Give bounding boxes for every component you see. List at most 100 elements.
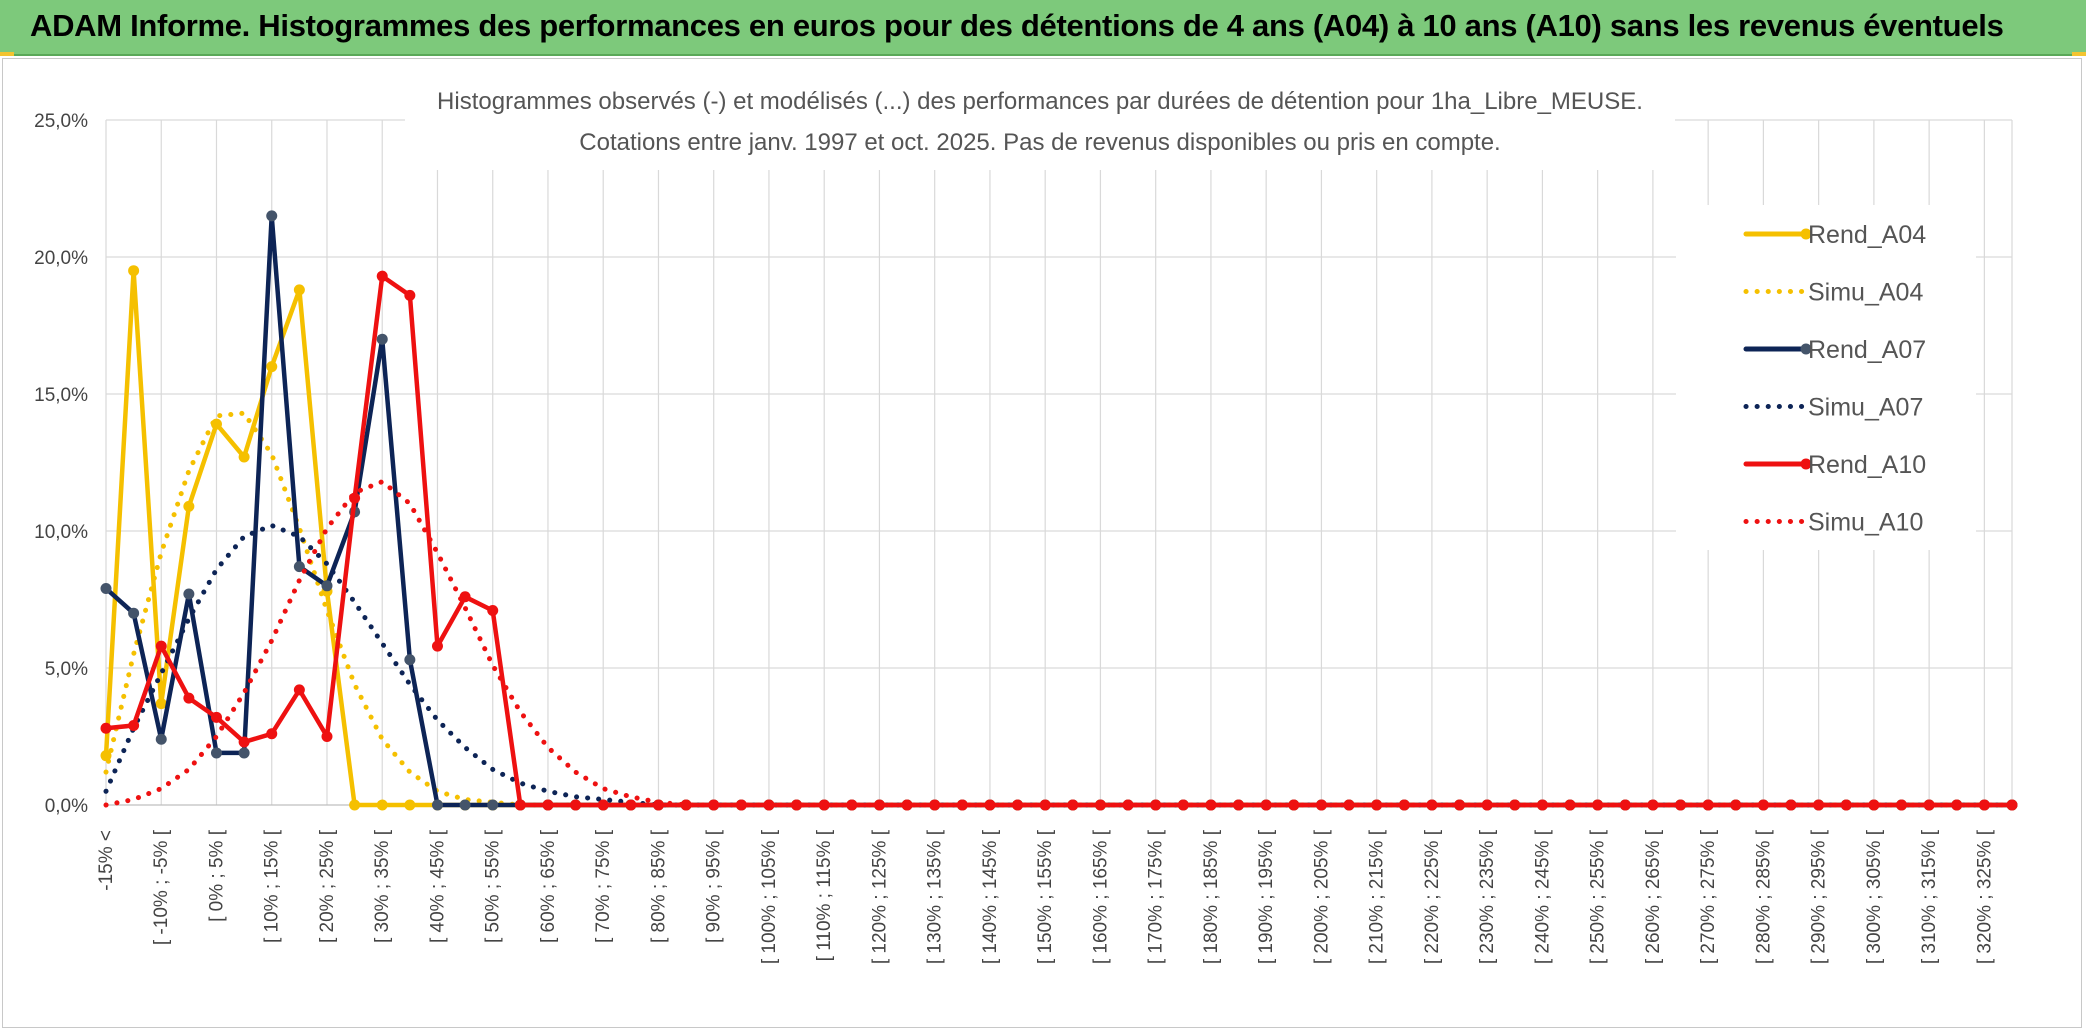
data-point-rend_a07 (321, 580, 333, 592)
data-point-rend_a10 (1205, 799, 1217, 811)
x-tick-label: [ 270% ; 275% [ (1698, 829, 1719, 964)
x-tick-label: [ 30% ; 35% [ (372, 829, 393, 943)
data-point-rend_a10 (404, 289, 416, 301)
data-point-rend_a10 (1315, 799, 1327, 811)
x-tick-label: [ 250% ; 255% [ (1588, 829, 1609, 964)
data-point-rend_a07 (431, 799, 443, 811)
legend-label-simu_a04: Simu_A04 (1808, 279, 1923, 307)
data-point-rend_a07 (487, 799, 499, 811)
data-point-rend_a10 (1067, 799, 1079, 811)
x-tick-label: [ 10% ; 15% [ (262, 829, 283, 943)
data-point-rend_a10 (1260, 799, 1272, 811)
data-point-rend_a07 (293, 561, 305, 573)
data-point-rend_a10 (210, 711, 222, 723)
x-tick-label: [ -10% ; -5% [ (151, 829, 172, 945)
chart-title: Histogrammes observés (-) et modélisés (… (437, 88, 1643, 115)
data-point-rend_a04 (376, 799, 388, 811)
data-point-rend_a10 (1012, 799, 1024, 811)
data-point-rend_a07 (183, 588, 195, 600)
title-background (405, 80, 1675, 170)
legend-label-rend_a07: Rend_A07 (1808, 336, 1926, 364)
x-tick-label: [ 260% ; 265% [ (1643, 829, 1664, 964)
data-point-rend_a04 (100, 750, 112, 762)
x-tick-label: [ 90% ; 95% [ (704, 829, 725, 943)
data-point-rend_a10 (1647, 799, 1659, 811)
data-point-rend_a10 (1923, 799, 1935, 811)
x-tick-label: [ 150% ; 155% [ (1035, 829, 1056, 964)
data-point-rend_a10 (680, 799, 692, 811)
data-point-rend_a10 (625, 799, 637, 811)
legend-marker-rend_a04 (1800, 228, 1812, 240)
x-tick-label: [ 20% ; 25% [ (317, 829, 338, 943)
y-tick-label: 10,0% (34, 522, 88, 543)
x-tick-label: [ 180% ; 185% [ (1201, 829, 1222, 964)
x-tick-label: [ 320% ; 325% [ (1974, 829, 1995, 964)
data-point-rend_a10 (2006, 799, 2018, 811)
x-tick-label: [ 100% ; 105% [ (759, 829, 780, 964)
data-point-rend_a04 (404, 799, 416, 811)
x-tick-label: [ 190% ; 195% [ (1256, 829, 1277, 964)
x-tick-label: -15% < (96, 830, 117, 891)
y-axis: 0,0% 5,0% 10,0% 15,0% 20,0% 25,0% (34, 111, 88, 817)
data-point-rend_a07 (238, 747, 250, 759)
x-tick-label: [ 280% ; 285% [ (1753, 829, 1774, 964)
legend: Rend_A04 Simu_A04 Rend_A07 Simu_A07 Rend_A10… (1743, 221, 1926, 537)
data-point-rend_a10 (542, 799, 554, 811)
x-tick-label: [ 200% ; 205% [ (1311, 829, 1332, 964)
legend-label-rend_a10: Rend_A10 (1808, 451, 1926, 479)
series-line-simu_a10 (103, 479, 2015, 808)
legend-label-simu_a07: Simu_A07 (1808, 394, 1923, 422)
x-tick-label: [ 60% ; 65% [ (538, 829, 559, 943)
x-tick-label: [ 140% ; 145% [ (980, 829, 1001, 964)
data-point-rend_a10 (1233, 799, 1245, 811)
x-tick-label: [ 130% ; 135% [ (925, 829, 946, 964)
data-point-rend_a10 (100, 722, 112, 734)
data-point-rend_a10 (1978, 799, 1990, 811)
data-point-rend_a10 (735, 799, 747, 811)
data-point-rend_a04 (183, 500, 195, 512)
x-tick-label: [ 310% ; 315% [ (1919, 829, 1940, 964)
x-tick-label: [ 110% ; 115% [ (814, 829, 835, 961)
x-tick-label: [ 170% ; 175% [ (1146, 829, 1167, 964)
data-point-rend_a10 (293, 684, 305, 696)
y-tick-label: 5,0% (45, 659, 88, 680)
legend-label-simu_a10: Simu_A10 (1808, 509, 1923, 537)
data-point-rend_a10 (570, 799, 582, 811)
data-point-rend_a04 (238, 451, 250, 463)
data-point-rend_a10 (376, 270, 388, 282)
data-point-rend_a10 (266, 728, 278, 740)
legend-marker-rend_a10 (1800, 458, 1812, 470)
x-tick-label: [ 40% ; 45% [ (427, 829, 448, 943)
data-point-rend_a04 (128, 265, 140, 277)
data-point-rend_a07 (459, 799, 471, 811)
data-point-rend_a10 (128, 720, 140, 732)
legend-background (1676, 205, 1976, 550)
data-point-rend_a04 (155, 698, 167, 710)
data-point-rend_a07 (128, 607, 140, 619)
data-point-rend_a10 (155, 640, 167, 652)
y-tick-label: 25,0% (34, 111, 88, 132)
x-tick-label: [ 210% ; 215% [ (1367, 829, 1388, 964)
corner-mark (2072, 52, 2086, 56)
data-point-rend_a07 (266, 210, 278, 222)
data-point-rend_a04 (349, 799, 361, 811)
data-point-rend_a10 (1371, 799, 1383, 811)
data-point-rend_a10 (1868, 799, 1880, 811)
data-point-rend_a10 (956, 799, 968, 811)
chart-subtitle: Cotations entre janv. 1997 et oct. 2025.… (579, 129, 1500, 156)
data-point-rend_a07 (210, 747, 222, 759)
y-tick-label: 0,0% (45, 796, 88, 817)
data-point-rend_a10 (1757, 799, 1769, 811)
x-tick-label: [ 80% ; 85% [ (648, 829, 669, 943)
data-point-rend_a10 (791, 799, 803, 811)
x-tick-label: [ 160% ; 165% [ (1090, 829, 1111, 964)
plot-area (100, 210, 2018, 811)
data-point-rend_a10 (1536, 799, 1548, 811)
x-tick-label: [ 220% ; 225% [ (1422, 829, 1443, 964)
legend-label-rend_a04: Rend_A04 (1808, 221, 1926, 249)
data-point-rend_a10 (1592, 799, 1604, 811)
x-axis: -15% < [ -10% ; -5% [ [ 0% ; 5% [ [ 10% ; 1… (96, 829, 1995, 964)
x-tick-label: [ 0% ; 5% [ (206, 829, 227, 922)
x-tick-label: [ 230% ; 235% [ (1477, 829, 1498, 964)
